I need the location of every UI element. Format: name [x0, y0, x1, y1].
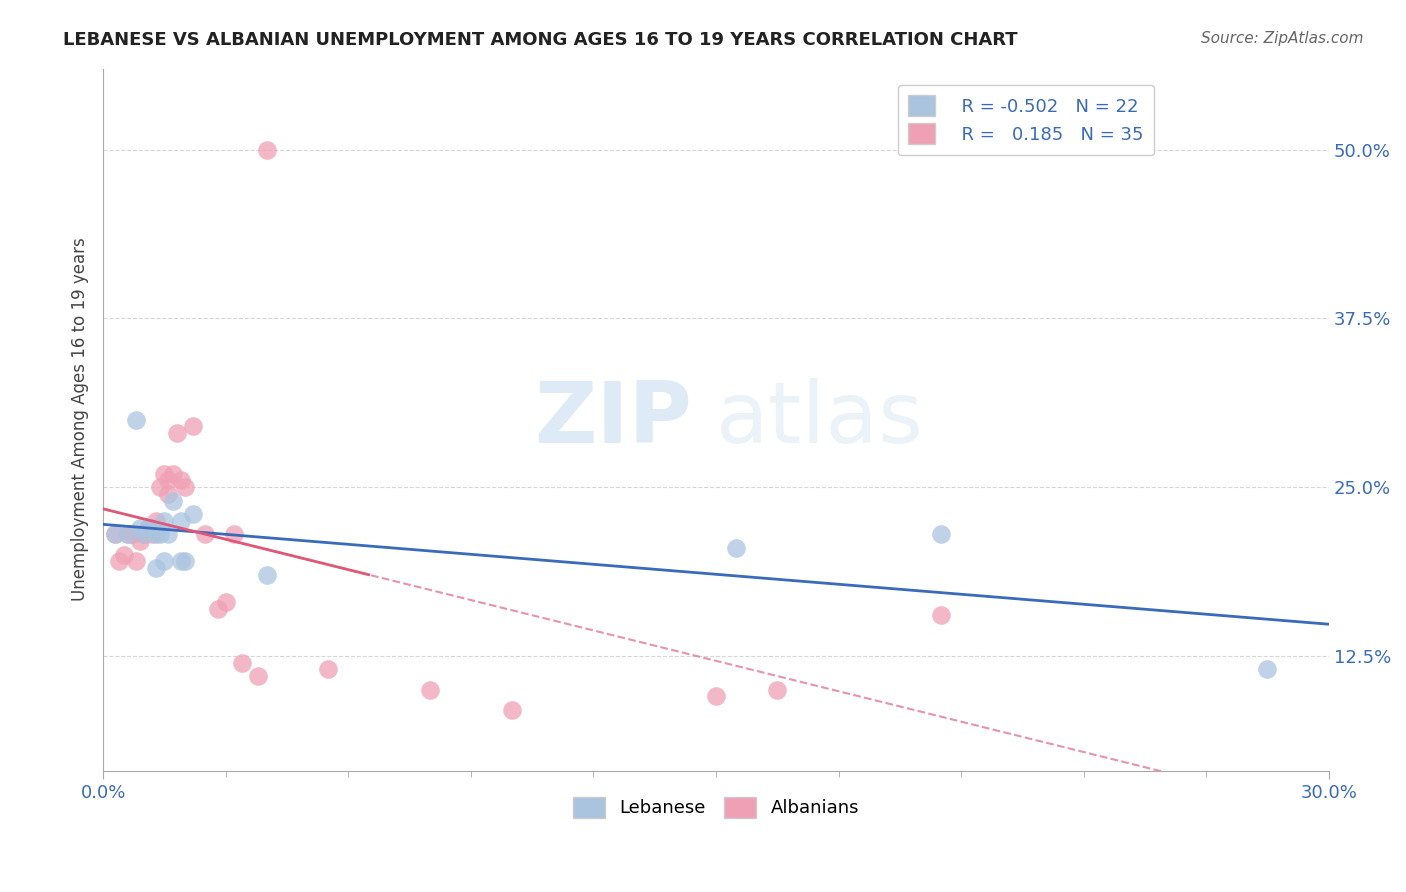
Point [166, 426, 188, 441]
Point [145, 561, 167, 575]
Point [207, 601, 229, 615]
Point [145, 514, 167, 528]
Point [162, 493, 184, 508]
Point [222, 527, 245, 541]
Point [136, 521, 159, 535]
Point [132, 527, 155, 541]
Point [157, 487, 180, 501]
Text: ZIP: ZIP [534, 378, 692, 461]
Point [132, 527, 155, 541]
Point [725, 541, 748, 555]
Point [173, 480, 195, 494]
Point [231, 656, 253, 670]
Point [181, 419, 204, 434]
Point [419, 682, 441, 697]
Point [112, 548, 135, 562]
Point [132, 527, 155, 541]
Point [125, 554, 148, 568]
Text: LEBANESE VS ALBANIAN UNEMPLOYMENT AMONG AGES 16 TO 19 YEARS CORRELATION CHART: LEBANESE VS ALBANIAN UNEMPLOYMENT AMONG … [63, 31, 1018, 49]
Point [136, 521, 159, 535]
Point [256, 143, 278, 157]
Legend: Lebanese, Albanians: Lebanese, Albanians [565, 789, 866, 825]
Point [141, 521, 163, 535]
Y-axis label: Unemployment Among Ages 16 to 19 years: Unemployment Among Ages 16 to 19 years [72, 238, 89, 601]
Point [194, 527, 217, 541]
Point [170, 514, 193, 528]
Text: Source: ZipAtlas.com: Source: ZipAtlas.com [1201, 31, 1364, 46]
Point [929, 527, 952, 541]
Point [117, 527, 139, 541]
Point [117, 527, 139, 541]
Point [157, 474, 180, 488]
Point [170, 554, 193, 568]
Point [766, 682, 789, 697]
Point [141, 521, 163, 535]
Point [153, 467, 176, 481]
Text: atlas: atlas [716, 378, 924, 461]
Point [215, 595, 238, 609]
Point [256, 568, 278, 582]
Point [125, 412, 148, 426]
Point [145, 527, 167, 541]
Point [104, 527, 127, 541]
Point [108, 554, 131, 568]
Point [316, 662, 339, 676]
Point [141, 527, 163, 541]
Point [129, 534, 152, 549]
Point [121, 527, 143, 541]
Point [501, 703, 523, 717]
Point [1256, 662, 1278, 676]
Point [181, 507, 204, 521]
Point [153, 554, 176, 568]
Point [929, 608, 952, 623]
Point [157, 527, 180, 541]
Point [170, 474, 193, 488]
Point [129, 521, 152, 535]
Point [162, 467, 184, 481]
Point [104, 527, 127, 541]
Point [149, 527, 172, 541]
Point [704, 690, 727, 704]
Point [247, 669, 270, 683]
Point [173, 554, 195, 568]
Point [153, 514, 176, 528]
Point [149, 480, 172, 494]
